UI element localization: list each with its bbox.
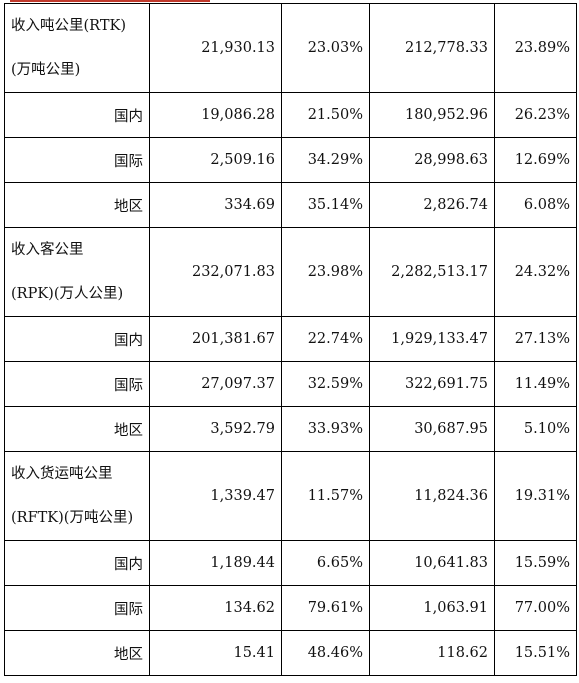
cell-ytd-change: 24.32% (494, 227, 577, 317)
sub-label-international: 国际 (4, 585, 150, 631)
row-label-rpk: 收入客公里 (RPK)(万人公里) (4, 227, 150, 317)
cell-month-change: 35.14% (281, 182, 370, 228)
table-row: 地区 3,592.79 33.93% 30,687.95 5.10% (4, 406, 577, 452)
cell-ytd-value: 2,282,513.17 (369, 227, 495, 317)
row-label-line2: (万吨公里) (11, 62, 81, 78)
table-row: 国际 2,509.16 34.29% 28,998.63 12.69% (4, 137, 577, 183)
cell-month-value: 232,071.83 (149, 227, 282, 317)
cell-month-value: 201,381.67 (149, 316, 282, 362)
cell-month-value: 15.41 (149, 630, 282, 676)
table-row: 地区 334.69 35.14% 2,826.74 6.08% (4, 182, 577, 228)
cell-ytd-value: 212,778.33 (369, 3, 495, 93)
table-row: 收入货运吨公里 (RFTK)(万吨公里) 1,339.47 11.57% 11,… (4, 451, 577, 541)
cell-ytd-value: 322,691.75 (369, 361, 495, 407)
cell-month-change: 22.74% (281, 316, 370, 362)
row-label-line2: (RPK)(万人公里) (11, 286, 124, 302)
cell-month-value: 1,189.44 (149, 540, 282, 586)
cell-ytd-change: 5.10% (494, 406, 577, 452)
sub-label-domestic: 国内 (4, 92, 150, 138)
cell-month-change: 34.29% (281, 137, 370, 183)
cell-ytd-change: 12.69% (494, 137, 577, 183)
cell-ytd-change: 15.51% (494, 630, 577, 676)
cell-month-value: 27,097.37 (149, 361, 282, 407)
cell-ytd-value: 118.62 (369, 630, 495, 676)
traffic-statistics-table: 收入吨公里(RTK) (万吨公里) 21,930.13 23.03% 212,7… (4, 3, 577, 676)
table-row: 国际 27,097.37 32.59% 322,691.75 11.49% (4, 361, 577, 407)
cell-month-value: 21,930.13 (149, 3, 282, 93)
table-row: 国内 201,381.67 22.74% 1,929,133.47 27.13% (4, 316, 577, 362)
cell-month-change: 48.46% (281, 630, 370, 676)
cell-month-value: 3,592.79 (149, 406, 282, 452)
cell-month-value: 19,086.28 (149, 92, 282, 138)
header-underline (10, 0, 210, 2)
sub-label-regional: 地区 (4, 406, 150, 452)
cell-ytd-value: 2,826.74 (369, 182, 495, 228)
cell-ytd-change: 6.08% (494, 182, 577, 228)
cell-month-value: 334.69 (149, 182, 282, 228)
cell-month-change: 23.03% (281, 3, 370, 93)
cell-month-change: 21.50% (281, 92, 370, 138)
cell-month-value: 1,339.47 (149, 451, 282, 541)
row-label-line1: 收入客公里 (11, 242, 84, 258)
cell-ytd-value: 30,687.95 (369, 406, 495, 452)
cell-ytd-change: 15.59% (494, 540, 577, 586)
sub-label-international: 国际 (4, 361, 150, 407)
cell-ytd-value: 1,929,133.47 (369, 316, 495, 362)
table-row: 收入客公里 (RPK)(万人公里) 232,071.83 23.98% 2,28… (4, 227, 577, 317)
cell-month-change: 79.61% (281, 585, 370, 631)
table-row: 国内 1,189.44 6.65% 10,641.83 15.59% (4, 540, 577, 586)
row-label-rftk: 收入货运吨公里 (RFTK)(万吨公里) (4, 451, 150, 541)
cell-ytd-change: 23.89% (494, 3, 577, 93)
cell-ytd-change: 77.00% (494, 585, 577, 631)
cell-ytd-value: 10,641.83 (369, 540, 495, 586)
cell-ytd-change: 11.49% (494, 361, 577, 407)
cell-month-change: 33.93% (281, 406, 370, 452)
cell-ytd-value: 11,824.36 (369, 451, 495, 541)
row-label-rtk: 收入吨公里(RTK) (万吨公里) (4, 3, 150, 93)
table-row: 国内 19,086.28 21.50% 180,952.96 26.23% (4, 92, 577, 138)
cell-month-change: 11.57% (281, 451, 370, 541)
table-row: 收入吨公里(RTK) (万吨公里) 21,930.13 23.03% 212,7… (4, 3, 577, 93)
cell-month-value: 134.62 (149, 585, 282, 631)
table-row: 国际 134.62 79.61% 1,063.91 77.00% (4, 585, 577, 631)
cell-month-change: 6.65% (281, 540, 370, 586)
cell-month-change: 23.98% (281, 227, 370, 317)
sub-label-international: 国际 (4, 137, 150, 183)
table-row: 地区 15.41 48.46% 118.62 15.51% (4, 630, 577, 676)
cell-ytd-change: 27.13% (494, 316, 577, 362)
cell-month-value: 2,509.16 (149, 137, 282, 183)
cell-ytd-value: 28,998.63 (369, 137, 495, 183)
cell-ytd-change: 19.31% (494, 451, 577, 541)
sub-label-domestic: 国内 (4, 316, 150, 362)
sub-label-regional: 地区 (4, 630, 150, 676)
cell-ytd-change: 26.23% (494, 92, 577, 138)
row-label-line1: 收入吨公里(RTK) (11, 18, 126, 34)
sub-label-regional: 地区 (4, 182, 150, 228)
row-label-line1: 收入货运吨公里 (11, 466, 113, 482)
cell-ytd-value: 180,952.96 (369, 92, 495, 138)
sub-label-domestic: 国内 (4, 540, 150, 586)
row-label-line2: (RFTK)(万吨公里) (11, 510, 134, 526)
cell-month-change: 32.59% (281, 361, 370, 407)
cell-ytd-value: 1,063.91 (369, 585, 495, 631)
